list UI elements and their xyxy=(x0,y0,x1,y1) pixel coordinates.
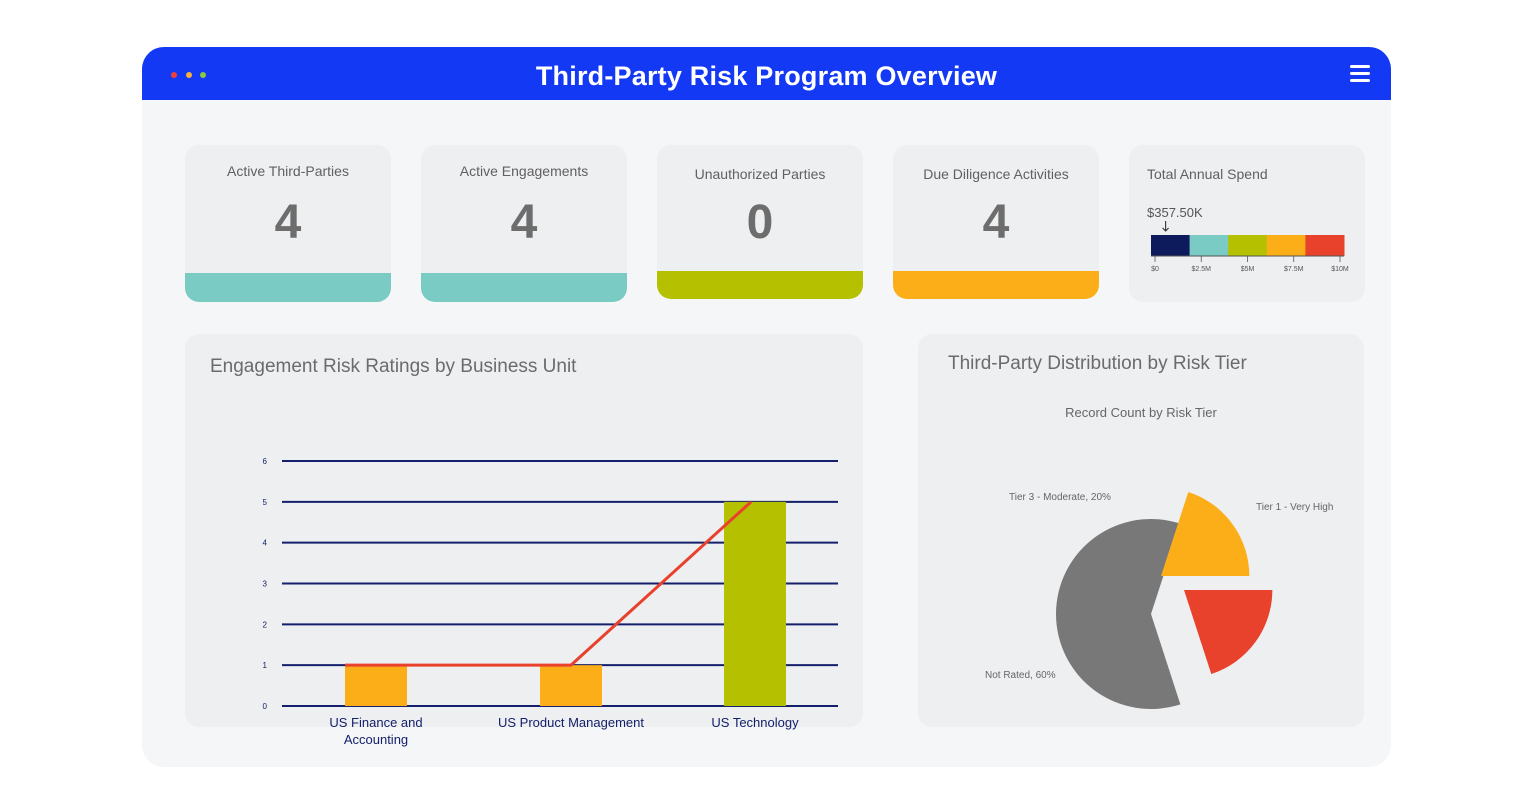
bar[interactable] xyxy=(540,665,602,706)
y-tick-label: 0 xyxy=(263,702,268,711)
x-tick-label: Accounting xyxy=(344,732,408,747)
kpi-label: Active Third-Parties xyxy=(227,163,349,179)
kpi-color-band xyxy=(421,273,627,302)
kpi-card-active-engagements[interactable]: Active Engagements 4 xyxy=(421,145,627,302)
kpi-color-band xyxy=(657,271,863,299)
pie-subtitle: Record Count by Risk Tier xyxy=(1065,405,1217,420)
green-dot-icon[interactable] xyxy=(200,72,206,78)
kpi-value: 4 xyxy=(274,196,302,249)
title-bar: Third-Party Risk Program Overview xyxy=(142,47,1391,100)
pie-slice-label: Not Rated, 60% xyxy=(985,670,1056,681)
spend-label: Total Annual Spend xyxy=(1147,166,1268,182)
kpi-card-unauthorized-parties[interactable]: Unauthorized Parties 0 xyxy=(657,145,863,299)
page-title: Third-Party Risk Program Overview xyxy=(535,61,998,91)
pie-slice[interactable] xyxy=(1184,590,1273,675)
x-tick-label: US Finance and xyxy=(329,715,422,730)
y-tick-label: 3 xyxy=(263,580,268,589)
pie-slice[interactable] xyxy=(1056,519,1181,709)
y-tick-label: 5 xyxy=(263,498,268,507)
kpi-label: Active Engagements xyxy=(459,163,589,179)
kpi-color-band xyxy=(185,273,391,302)
trend-line xyxy=(345,500,753,667)
pie-slice[interactable] xyxy=(1161,491,1250,576)
spend-segment xyxy=(1189,235,1229,256)
y-tick-label: 1 xyxy=(263,661,268,670)
pie-chart: Tier 1 - Very High Not Rated, 60% Tier 3 -… xyxy=(985,491,1333,709)
bar-chart: 0 1 2 3 4 5 6 US Finance and Accounting US Produc… xyxy=(263,457,838,747)
spend-tick-label: $10M xyxy=(1331,266,1349,273)
panel-title: Third-Party Distribution by Risk Tier xyxy=(948,353,1247,374)
spend-segment xyxy=(1266,235,1306,256)
kpi-card-active-third-parties[interactable]: Active Third-Parties 4 xyxy=(185,145,391,302)
kpi-card-due-diligence[interactable]: Due Diligence Activities 4 xyxy=(893,145,1099,299)
app-window: Third-Party Risk Program Overview Active… xyxy=(142,47,1391,767)
spend-scale: $0 $2.5M $5M $7.5M $10M xyxy=(1151,221,1349,273)
y-tick-label: 6 xyxy=(263,457,268,466)
spend-tick-label: $2.5M xyxy=(1192,266,1212,273)
kpi-color-band xyxy=(893,271,1099,299)
kpi-label: Due Diligence Activities xyxy=(923,166,1069,182)
kpi-label: Unauthorized Parties xyxy=(694,166,826,182)
spend-segment xyxy=(1151,235,1191,256)
kpi-value: 4 xyxy=(982,196,1010,249)
y-tick-label: 2 xyxy=(263,620,268,629)
hamburger-menu-icon[interactable] xyxy=(1350,65,1370,82)
yellow-dot-icon[interactable] xyxy=(186,72,192,78)
panel-title: Engagement Risk Ratings by Business Unit xyxy=(210,356,577,377)
pie-slice-label: Tier 3 - Moderate, 20% xyxy=(1009,492,1111,503)
spend-segment xyxy=(1228,235,1268,256)
x-tick-label: US Technology xyxy=(711,715,799,730)
kpi-card-total-annual-spend[interactable]: Total Annual Spend $357.50K $0 $2.5M $5M $7… xyxy=(1129,145,1365,302)
spend-tick-label: $7.5M xyxy=(1284,266,1304,273)
kpi-value: 4 xyxy=(510,196,538,249)
x-tick-label: US Product Management xyxy=(498,715,644,730)
spend-marker-arrow-icon xyxy=(1162,221,1170,232)
spend-segment xyxy=(1305,235,1345,256)
kpi-value: 0 xyxy=(746,196,774,249)
pie-slice-label: Tier 1 - Very High xyxy=(1256,502,1333,513)
spend-tick-label: $5M xyxy=(1241,266,1255,273)
red-dot-icon[interactable] xyxy=(171,72,177,78)
spend-tick-label: $0 xyxy=(1151,266,1159,273)
bar[interactable] xyxy=(345,665,407,706)
bar[interactable] xyxy=(724,501,786,706)
y-tick-label: 4 xyxy=(263,539,268,548)
spend-value: $357.50K xyxy=(1147,205,1203,220)
